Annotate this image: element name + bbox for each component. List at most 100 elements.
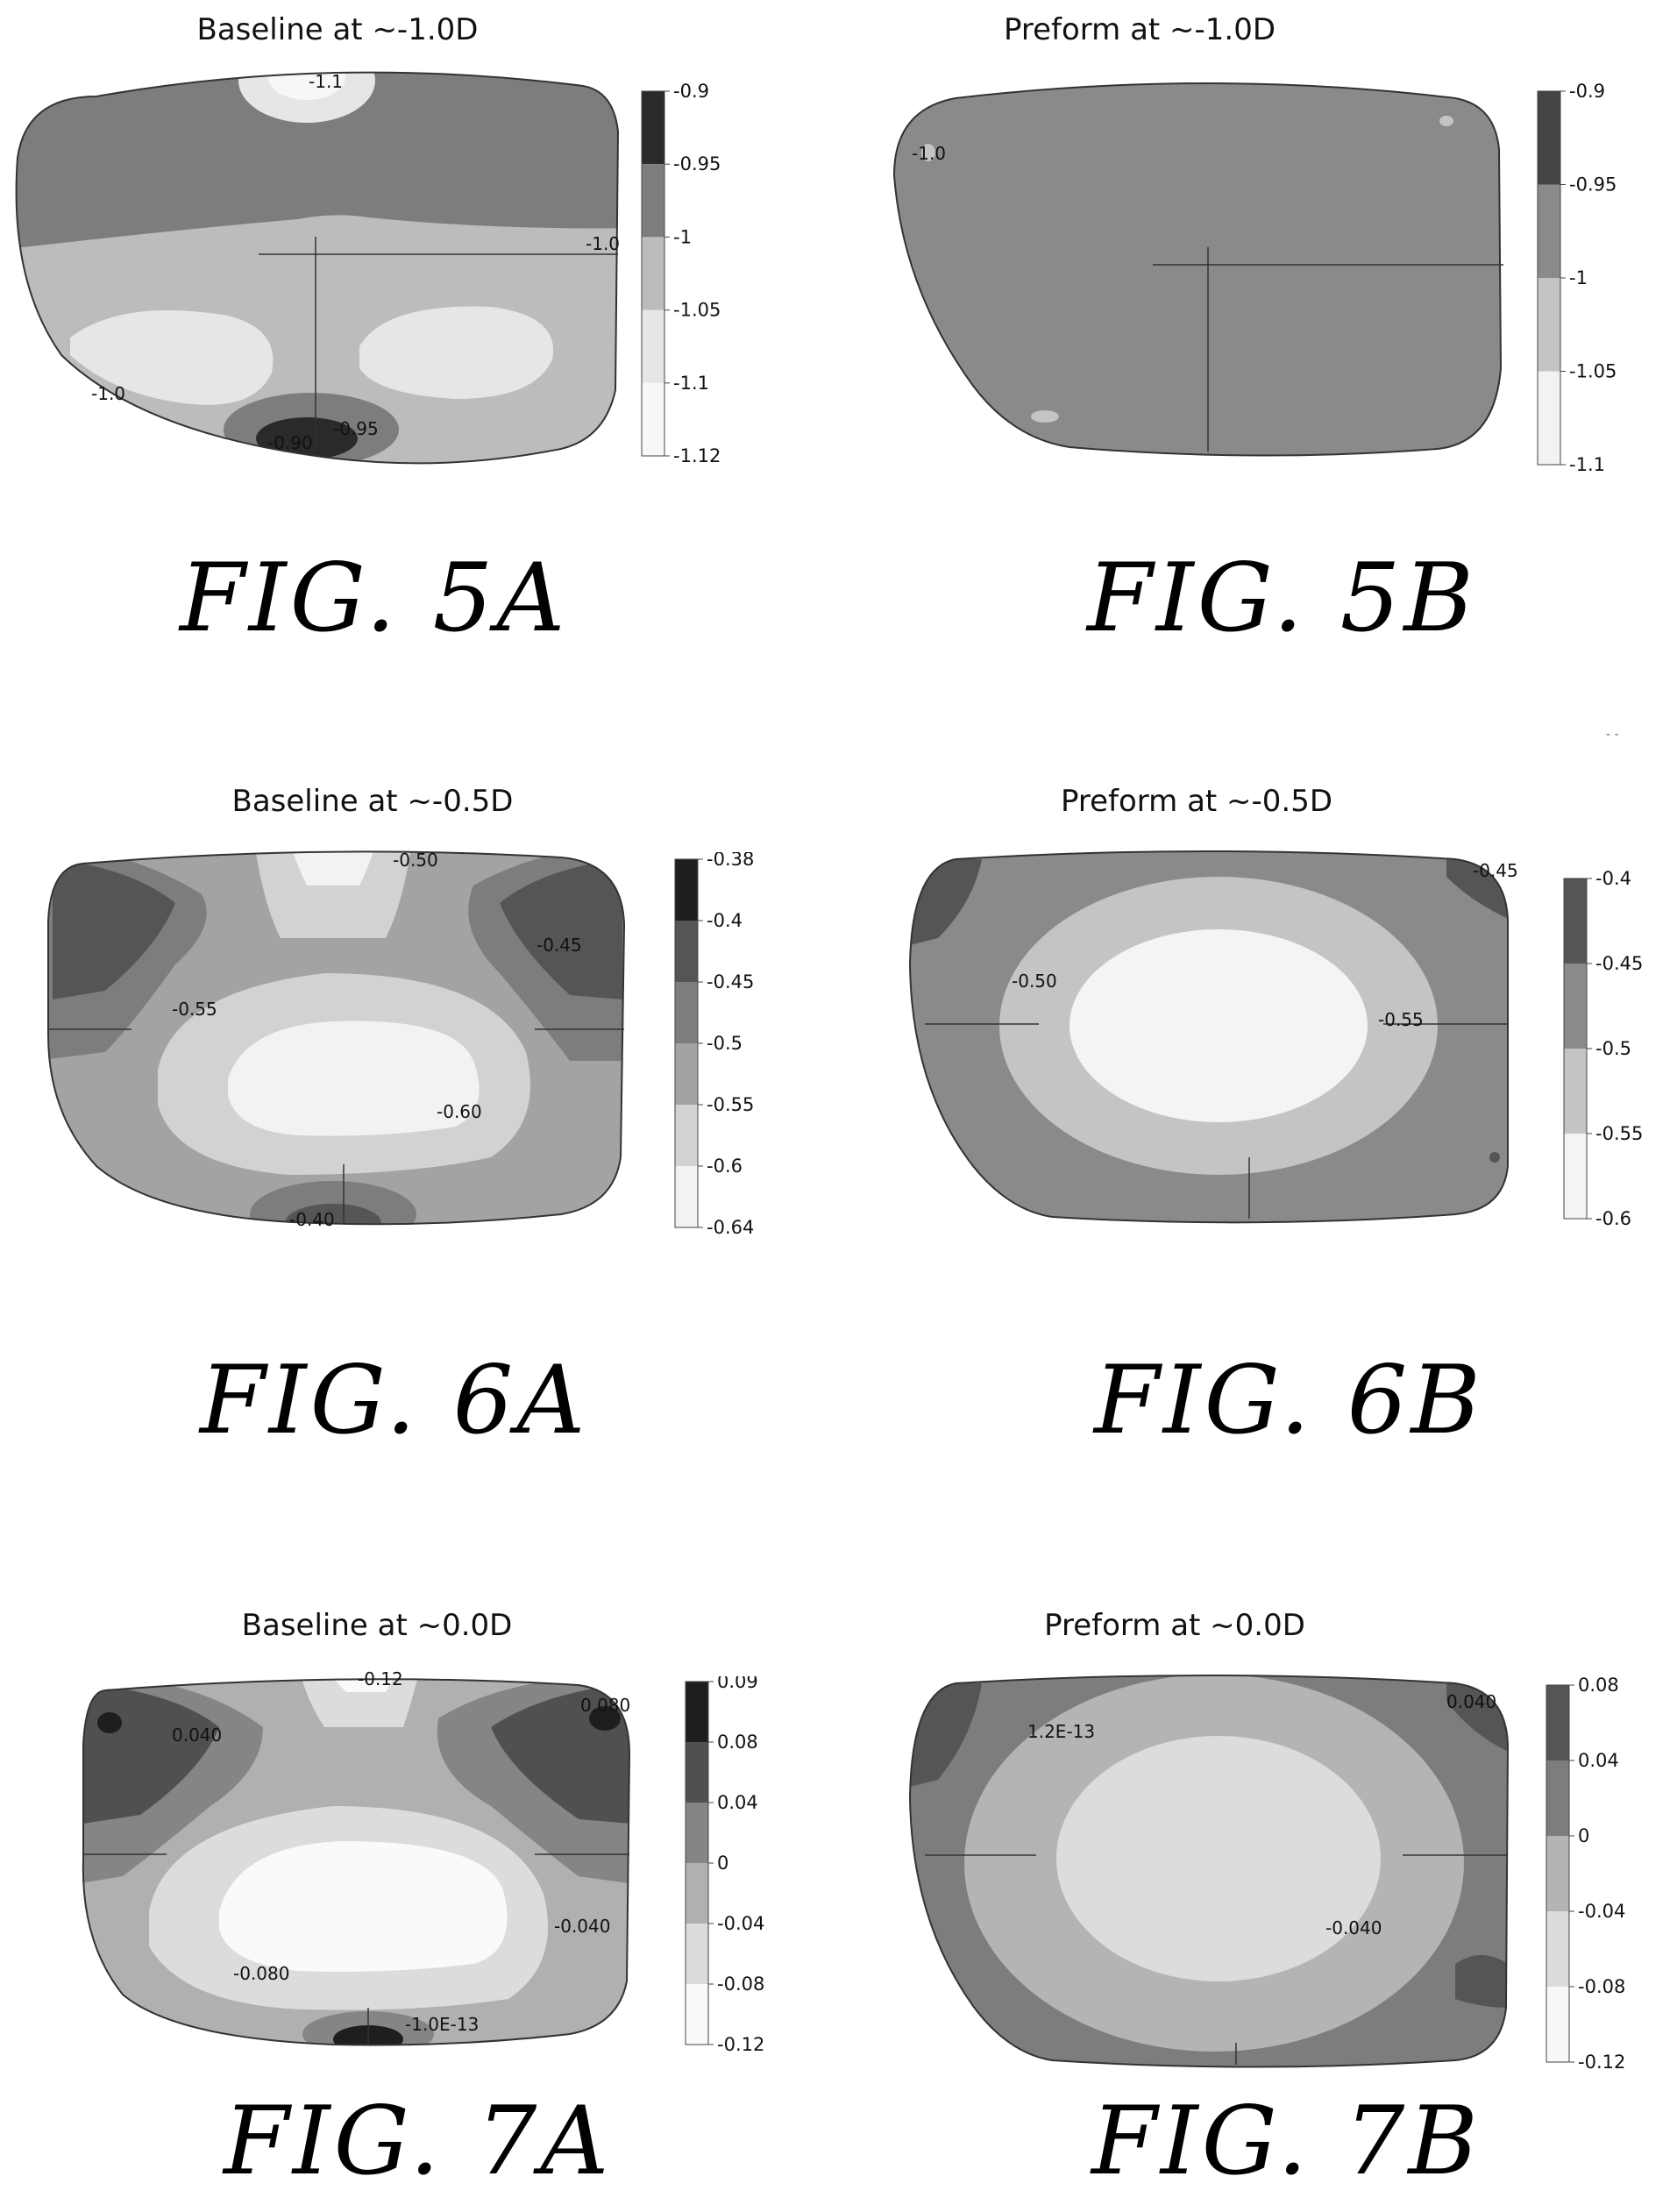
contour-label: 0.040 bbox=[172, 1725, 222, 1746]
colorbar-segment bbox=[1546, 1911, 1569, 1987]
contour-map: -0.12 0.040 0.080 -0.040 -0.080 -1.0E-13 bbox=[82, 1668, 630, 2046]
contour-label: -0.40 bbox=[289, 1209, 335, 1230]
contour-label: -1.0E-13 bbox=[405, 2014, 479, 2035]
colorbar-tick-label: -1.1 bbox=[673, 373, 709, 394]
contour-map: -1.1 -1.0 -1.0 -0.90 -0.95 bbox=[15, 71, 620, 465]
colorbar-tick-label: -0.38 bbox=[707, 852, 754, 870]
figure-title: Baseline at ~-0.5D bbox=[231, 784, 514, 819]
contour-label: 1.2E-13 bbox=[1027, 1721, 1095, 1742]
colorbar-frame bbox=[1546, 1684, 1570, 2063]
colorbar-segment bbox=[1546, 1685, 1569, 1760]
colorbar-tick-label: -1 bbox=[673, 226, 692, 247]
contour-label: -0.50 bbox=[1012, 971, 1057, 992]
colorbar-segment bbox=[686, 1984, 708, 2045]
colorbar-segment bbox=[642, 382, 664, 456]
figure-label: FIG. 5A bbox=[180, 544, 569, 653]
contour-label: -1.0 bbox=[586, 233, 620, 254]
colorbar-tick-label: 0.08 bbox=[717, 1732, 758, 1753]
colorbar: -0.9 -0.95 -1 -1.05 -1.1 bbox=[1537, 81, 1617, 475]
colorbar-tick-label: -0.95 bbox=[1569, 174, 1617, 196]
colorbar-segment bbox=[1564, 964, 1587, 1049]
figure-7b: Preform at ~0.0D 0.040 1.2E-13 -0.040 0.… bbox=[842, 1596, 1677, 2212]
contour-label: -1.1 bbox=[309, 71, 343, 92]
colorbar-tick-label: -1.1 bbox=[1569, 454, 1605, 475]
colorbar-tick-label: -1 bbox=[1569, 267, 1588, 288]
colorbar-tick-label: 0.08 bbox=[1578, 1676, 1619, 1696]
colorbar-tick-label: -0.45 bbox=[707, 971, 754, 992]
colorbar-tick-label: -0.5 bbox=[707, 1033, 743, 1054]
colorbar-tick-label: -0.9 bbox=[1569, 81, 1605, 102]
colorbar-segment bbox=[686, 1924, 708, 1984]
colorbar-tick-label: -0.9 bbox=[673, 81, 709, 102]
contour-map: -0.50 -0.45 -0.55 -0.60 -0.40 bbox=[47, 850, 626, 1230]
colorbar-tick-label: -0.04 bbox=[1578, 1901, 1625, 1922]
colorbar-tick-label: -0.12 bbox=[1578, 2052, 1625, 2071]
colorbar-tick-label: -0.55 bbox=[1595, 1123, 1643, 1144]
figure-5b: Preform at ~-1.0D -1.0 -0.9 -0.95 -1 -1.05-… bbox=[842, 0, 1677, 742]
colorbar-tick-label: -0.08 bbox=[1578, 1976, 1625, 1997]
colorbar-frame bbox=[641, 90, 665, 457]
colorbar-segment bbox=[675, 921, 698, 982]
contour-label: -0.080 bbox=[233, 1963, 289, 1984]
contour-map: -1.0 bbox=[892, 82, 1503, 457]
colorbar-tick-label: 0.04 bbox=[1578, 1750, 1619, 1771]
contour-label: -0.95 bbox=[333, 418, 379, 439]
figure-5a: Baseline at ~-1.0D -1.1 -1.0 -1.0 -0.90 … bbox=[0, 0, 842, 666]
colorbar-segment bbox=[642, 164, 664, 238]
figure-title: Preform at ~-1.0D bbox=[1003, 12, 1276, 47]
contour-label: -0.040 bbox=[1325, 1917, 1382, 1938]
contour-label: -0.45 bbox=[536, 935, 582, 956]
colorbar: -0.9 -0.95 -1 -1.05 -1.1 -1.12 bbox=[641, 81, 721, 466]
colorbar-tick-label: -0.95 bbox=[673, 153, 721, 174]
colorbar: -0.4 -0.45 -0.5 -0.55 -0.6 bbox=[1563, 868, 1643, 1229]
colorbar-tick-label: -0.6 bbox=[1595, 1208, 1631, 1229]
figure-label: FIG. 7A bbox=[224, 2087, 613, 2196]
figure-title: Baseline at ~-1.0D bbox=[196, 12, 479, 47]
colorbar-tick-label: 0 bbox=[717, 1853, 728, 1874]
colorbar-tick-label: 0 bbox=[1578, 1825, 1589, 1846]
colorbar-segment bbox=[686, 1682, 708, 1742]
contour-label: 0.080 bbox=[580, 1695, 630, 1716]
colorbar-segment bbox=[1546, 1987, 1569, 2062]
colorbar-segment bbox=[675, 1166, 698, 1227]
colorbar-tick-label: -1.05 bbox=[673, 300, 721, 321]
contour-map: -0.45 -0.50 -0.55 bbox=[908, 850, 1518, 1224]
colorbar-segment bbox=[1546, 1760, 1569, 1836]
colorbar-tick-label: -0.08 bbox=[717, 1974, 764, 1995]
contour-label: -0.90 bbox=[267, 432, 313, 453]
colorbar: 0.09 0.08 0.04 0 -0.04 -0.08 -0.12 bbox=[685, 1676, 764, 2055]
colorbar-tick-label: -0.64 bbox=[707, 1217, 754, 1238]
contour-label: -0.55 bbox=[172, 999, 217, 1020]
contour-label: -0.45 bbox=[1473, 860, 1518, 881]
figure-title: Baseline at ~0.0D bbox=[241, 1608, 513, 1643]
colorbar-tick-label: 0.09 bbox=[717, 1676, 758, 1692]
colorbar-tick-label: -0.04 bbox=[717, 1913, 764, 1934]
colorbar-segment bbox=[686, 1863, 708, 1924]
colorbar-tick-label: -0.4 bbox=[707, 910, 743, 931]
colorbar-segment bbox=[675, 859, 698, 921]
colorbar-segment bbox=[642, 91, 664, 165]
colorbar-tick-label: -1.05 bbox=[1569, 361, 1617, 382]
colorbar-segment bbox=[686, 1742, 708, 1803]
contour-label: -0.55 bbox=[1378, 1009, 1424, 1030]
colorbar-tick-label: -0.6 bbox=[707, 1156, 743, 1177]
figure-6a: Baseline at ~-0.5D -0.50 -0.45 -0.55 -0.… bbox=[0, 772, 842, 1490]
colorbar-tick-label: -0.55 bbox=[707, 1094, 754, 1115]
colorbar-segment bbox=[1538, 91, 1560, 185]
colorbar-segment bbox=[642, 237, 664, 310]
colorbar: 0.08 0.04 0 -0.04 -0.08 -0.12 bbox=[1546, 1676, 1625, 2071]
colorbar-tick-label: -0.4 bbox=[1595, 868, 1631, 889]
contour-label: -0.50 bbox=[393, 850, 438, 871]
colorbar-segment bbox=[1538, 371, 1560, 465]
colorbar-tick-label: -0.5 bbox=[1595, 1038, 1631, 1059]
colorbar-tick-label: -0.45 bbox=[1595, 953, 1643, 974]
figure-label: FIG. 6B bbox=[1094, 1346, 1484, 1455]
contour-map: 0.040 1.2E-13 -0.040 bbox=[908, 1675, 1510, 2068]
contour-label: -0.040 bbox=[554, 1916, 610, 1937]
colorbar-tick-label: -1.12 bbox=[673, 445, 721, 466]
colorbar-segment bbox=[675, 1105, 698, 1166]
colorbar-segment bbox=[1538, 184, 1560, 278]
figure-label: FIG. 6A bbox=[200, 1346, 589, 1455]
colorbar-tick-label: 0.04 bbox=[717, 1792, 758, 1813]
colorbar-segment bbox=[1538, 278, 1560, 372]
